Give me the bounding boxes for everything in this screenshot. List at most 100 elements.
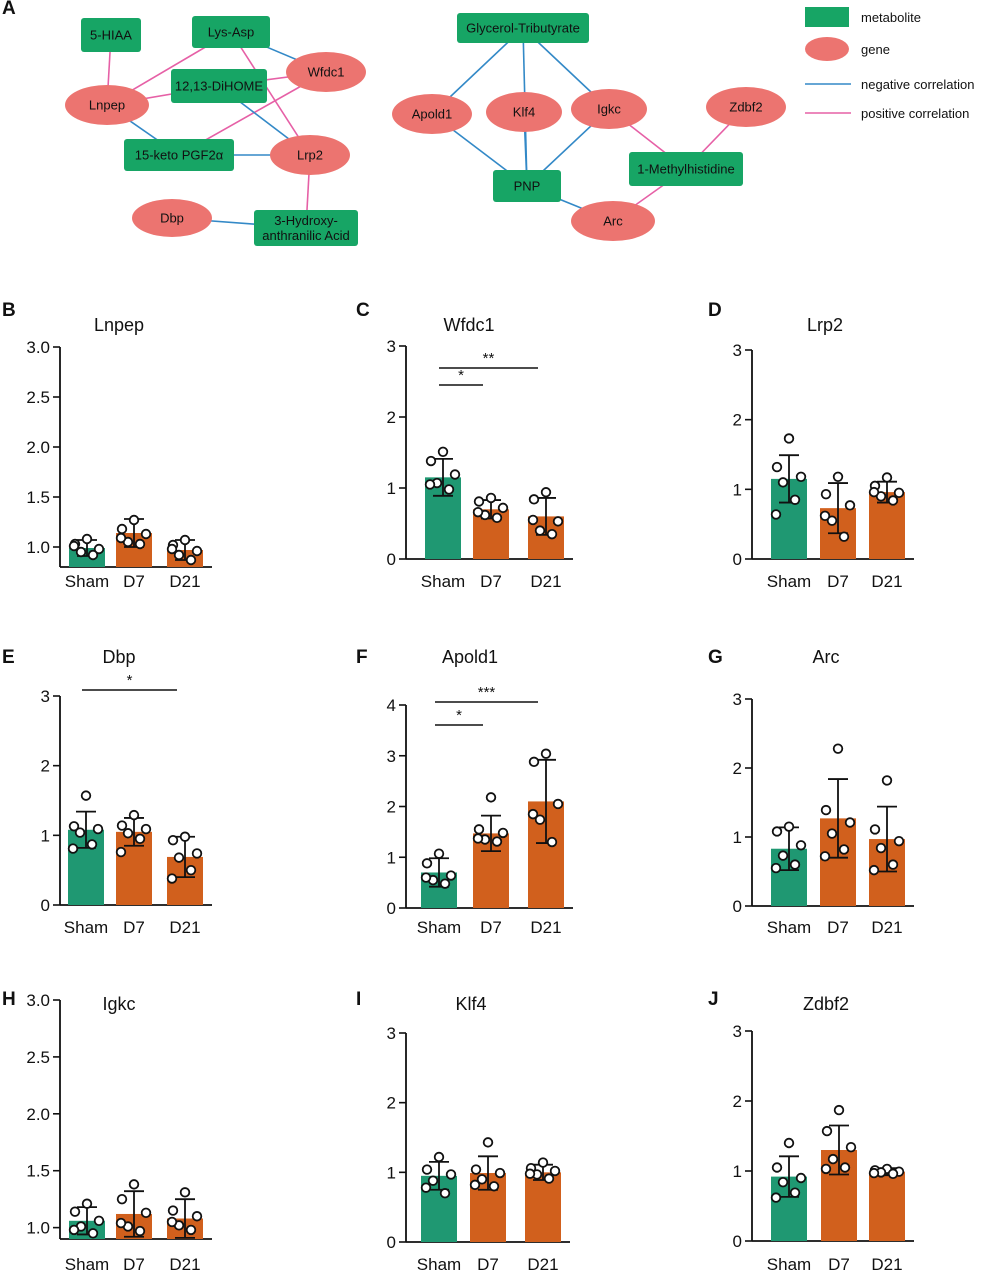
y-tick-label: 3 — [387, 1024, 396, 1043]
metabolite-node-box — [457, 13, 589, 43]
node-label-lnpep: Lnpep — [89, 98, 125, 113]
data-point — [826, 515, 838, 526]
y-tick-label: 2 — [733, 1092, 742, 1111]
legend-item-metabolite: metabolite — [805, 7, 921, 27]
data-point — [893, 835, 905, 847]
data-point — [433, 1151, 445, 1163]
data-point — [134, 1225, 146, 1237]
node-label-arc: Arc — [603, 214, 623, 229]
data-point — [783, 1137, 795, 1149]
node-lysasp: Lys-Asp — [192, 16, 270, 48]
x-category-label: Sham — [767, 918, 811, 937]
data-point — [472, 833, 484, 844]
data-point — [93, 1215, 105, 1226]
x-category-label: D7 — [827, 572, 849, 591]
data-point — [449, 469, 461, 480]
data-point — [770, 509, 782, 520]
y-tick-label: 1 — [733, 828, 742, 847]
data-point — [185, 554, 197, 566]
chart-arc: G Arc 0 1 2 3 Sham D7 D21 — [708, 647, 914, 937]
data-point — [783, 433, 795, 444]
data-point — [173, 549, 185, 561]
data-point — [87, 549, 99, 561]
data-point — [844, 817, 856, 828]
node-glycerol: Glycerol-Tributyrate — [457, 13, 589, 43]
node-label-wfdc1: Wfdc1 — [308, 65, 345, 80]
data-point — [838, 531, 850, 542]
node-igkc: Igkc — [571, 89, 647, 129]
data-point — [488, 1181, 500, 1192]
metabolite-node-box — [81, 18, 141, 52]
x-category-label: Sham — [64, 918, 108, 937]
node-apold1: Apold1 — [392, 94, 472, 134]
data-point — [116, 523, 128, 535]
x-category-label: Sham — [421, 572, 465, 591]
data-point — [80, 790, 92, 801]
data-point — [527, 808, 539, 820]
data-point — [68, 821, 80, 832]
y-tick-label: 0 — [41, 896, 50, 915]
data-point — [128, 809, 140, 821]
data-point — [832, 743, 844, 754]
node-dbp: Dbp — [132, 199, 212, 237]
x-category-label: D21 — [871, 918, 902, 937]
data-point — [74, 827, 86, 838]
data-point — [92, 823, 104, 835]
chart-title: Dbp — [102, 647, 135, 667]
chart-title: Apold1 — [442, 647, 498, 667]
gene-node-ellipse — [392, 94, 472, 134]
legend-label: gene — [861, 42, 890, 57]
data-point — [875, 842, 887, 854]
data-point — [116, 820, 128, 831]
y-tick-label: 2 — [387, 798, 396, 817]
data-point — [789, 859, 801, 870]
node-label-5hiaa: 5-HIAA — [90, 28, 132, 43]
data-point — [844, 500, 856, 511]
legend-metabolite-swatch — [805, 7, 849, 27]
node-wfdc1: Wfdc1 — [286, 52, 366, 92]
x-category-label: Sham — [417, 1255, 461, 1274]
data-point — [528, 756, 540, 768]
network-legend: metabolite gene negative correlation positi… — [805, 7, 974, 121]
data-point — [81, 1198, 93, 1209]
panel-letter: B — [2, 300, 16, 321]
data-point — [115, 1217, 127, 1229]
legend-label: positive correlation — [861, 106, 969, 121]
data-point — [887, 1168, 899, 1180]
y-tick-label: 2.5 — [26, 388, 50, 407]
chart-klf4: I Klf4 0 1 2 3 Sham D7 D21 — [356, 989, 570, 1274]
data-point — [771, 461, 783, 473]
data-point — [795, 471, 807, 482]
data-point — [445, 870, 457, 881]
panel-letter: I — [356, 989, 361, 1010]
data-point — [128, 514, 140, 526]
data-point — [770, 1192, 782, 1203]
x-category-label: D21 — [530, 918, 561, 937]
metabolite-node-box — [192, 16, 270, 48]
y-tick-label: 0 — [733, 897, 742, 916]
y-tick-label: 3.0 — [26, 338, 50, 357]
y-tick-label: 3 — [733, 690, 742, 709]
y-tick-label: 1.5 — [26, 1162, 50, 1181]
node-dihome: 12,13-DiHOME — [171, 69, 267, 103]
significance-label: * — [456, 707, 462, 724]
panel-letter: D — [708, 300, 722, 321]
data-point — [443, 484, 455, 495]
node-label-dbp: Dbp — [160, 211, 184, 226]
x-category-label: Sham — [767, 572, 811, 591]
node-label-pgf2a: 15-keto PGF2α — [135, 148, 224, 163]
data-point — [838, 844, 850, 855]
x-category-label: D21 — [169, 572, 200, 591]
x-category-label: D21 — [871, 572, 902, 591]
x-category-label: Sham — [767, 1255, 811, 1274]
x-category-label: D21 — [871, 1255, 902, 1274]
chart-lnpep: B Lnpep 1.0 1.5 2.0 2.5 3.0 Sham D7 D21 — [2, 300, 212, 591]
x-category-label: D7 — [123, 572, 145, 591]
y-tick-label: 3 — [733, 1022, 742, 1041]
data-point — [482, 1137, 494, 1148]
y-tick-label: 2 — [387, 1094, 396, 1113]
x-category-label: D7 — [480, 918, 502, 937]
legend-gene-swatch — [805, 37, 849, 61]
